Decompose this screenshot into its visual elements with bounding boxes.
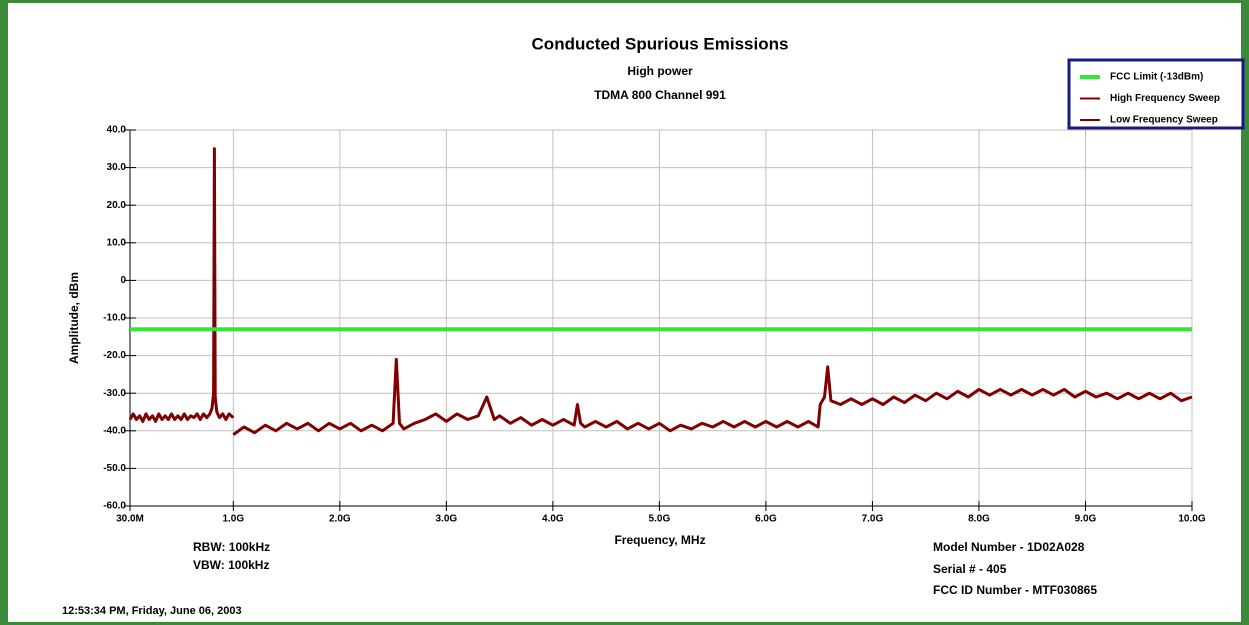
x-tick-label: 5.0G [649,514,671,525]
x-tick-label: 30.0M [116,514,144,525]
y-tick-label: -60.0 [103,501,126,512]
x-tick-label: 1.0G [222,514,244,525]
y-tick-label: 20.0 [107,200,127,211]
y-tick-label: 30.0 [107,162,127,173]
y-tick-label: -40.0 [103,425,126,436]
x-tick-label: 4.0G [542,514,564,525]
legend-label: FCC Limit (-13dBm) [1110,72,1203,83]
annotation: Serial # - 405 [933,562,1007,576]
y-axis-label: Amplitude, dBm [67,272,81,364]
chart-subtitle: High power [627,64,693,78]
y-tick-label: 10.0 [107,237,127,248]
x-axis-label: Frequency, MHz [614,533,705,547]
chart-title: Conducted Spurious Emissions [532,34,789,53]
x-tick-label: 6.0G [755,514,777,525]
chart-subtitle: TDMA 800 Channel 991 [594,88,726,102]
annotation: Model Number - 1D02A028 [933,540,1085,554]
series-line [128,147,235,423]
y-tick-label: -30.0 [103,388,126,399]
annotation: 12:53:34 PM, Friday, June 06, 2003 [62,605,242,617]
x-tick-label: 10.0G [1178,514,1205,525]
x-tick-label: 3.0G [436,514,458,525]
x-tick-label: 9.0G [1075,514,1097,525]
y-tick-label: 40.0 [107,125,127,136]
annotation: RBW: 100kHz [193,540,270,554]
y-tick-label: -50.0 [103,463,126,474]
legend-box [1067,58,1245,130]
legend-label: High Frequency Sweep [1110,93,1220,104]
y-tick-label: -10.0 [103,313,126,324]
legend-label: Low Frequency Sweep [1110,115,1218,126]
y-tick-label: 0 [120,275,126,286]
x-tick-label: 7.0G [862,514,884,525]
annotation: VBW: 100kHz [193,558,269,572]
series-line [232,357,1193,436]
x-tick-label: 8.0G [968,514,990,525]
x-tick-label: 2.0G [329,514,351,525]
y-tick-label: -20.0 [103,350,126,361]
annotation: FCC ID Number - MTF030865 [933,583,1097,597]
